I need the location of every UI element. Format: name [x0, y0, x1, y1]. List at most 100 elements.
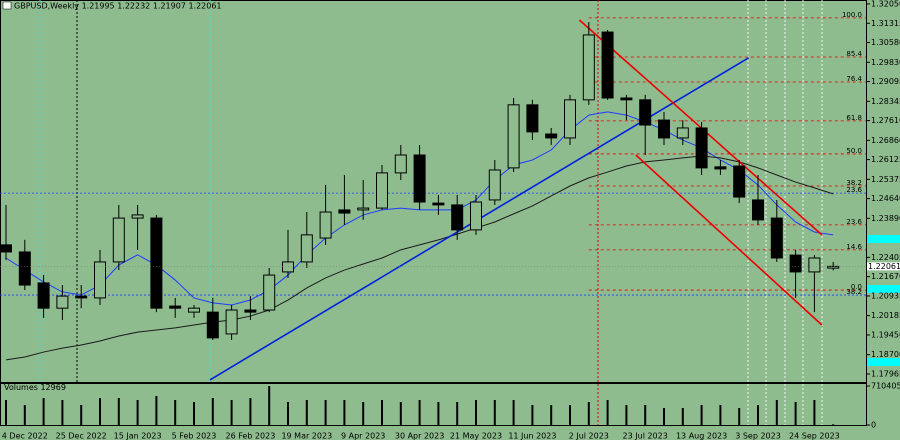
candle-body: [188, 307, 200, 313]
y-tick-label: 1.24640: [871, 194, 900, 203]
candle-body: [206, 311, 219, 339]
x-tick-label: 2 Jul 2023: [569, 432, 609, 440]
candle-body: [169, 305, 182, 309]
candle-body: [300, 234, 313, 263]
y-tick-label: 1.31315: [871, 19, 900, 28]
candle-body: [733, 165, 746, 198]
y-tick-label: 1.29830: [871, 58, 900, 67]
x-tick-label: 4 Dec 2022: [2, 432, 48, 440]
candle-body: [770, 217, 783, 259]
candle-body: [582, 34, 595, 101]
candle-body: [676, 127, 689, 139]
candle-body: [263, 274, 276, 311]
candle-body: [244, 309, 257, 313]
x-tick-label: 24 Sep 2023: [789, 432, 840, 440]
x-tick-label: 30 Apr 2023: [395, 432, 444, 440]
x-tick-label: 5 Feb 2023: [172, 432, 217, 440]
candle-body: [752, 199, 764, 221]
trendline: [578, 19, 823, 236]
y-tick-label: 1.22405: [871, 253, 900, 262]
fib-label: 38.2: [846, 179, 862, 187]
fib-label: 23.6: [846, 186, 862, 194]
moving-average: [5, 155, 834, 361]
candle-body: [695, 127, 708, 169]
y-tick-label: 1.30580: [871, 38, 900, 47]
x-tick-label: 26 Feb 2023: [226, 432, 276, 440]
candle-body: [451, 204, 464, 231]
axis-highlight: [867, 358, 900, 366]
candle-body: [488, 169, 501, 201]
candle-body: [789, 254, 802, 273]
fib-label: 23.6: [846, 218, 862, 226]
candle-body: [413, 154, 426, 203]
fib-label: 85.4: [846, 50, 862, 58]
candle-body: [526, 104, 539, 133]
candle-body: [658, 119, 670, 139]
candle-body: [18, 251, 31, 286]
y-tick-label: 1.27610: [871, 116, 900, 125]
y-tick-label: 1.20935: [871, 291, 900, 300]
axis-highlight: [867, 285, 900, 293]
axis-highlight: [867, 235, 900, 243]
y-tick-label: 1.20185: [871, 311, 900, 320]
volume-panel-frame: [0, 383, 867, 426]
candle-body: [376, 172, 388, 209]
x-tick-label: 13 Aug 2023: [676, 432, 727, 440]
fib-label: 76.4: [846, 75, 862, 83]
last-price-label: 1.22061: [868, 262, 900, 271]
candle-body: [507, 104, 520, 169]
candle-body: [225, 309, 238, 335]
candle-body: [319, 211, 332, 239]
y-tick-label: 1.21670: [871, 272, 900, 281]
fib-label: 61.8: [846, 114, 862, 122]
y-tick-label: 1.26125: [871, 155, 900, 164]
candle-body: [131, 214, 144, 219]
candle-body: [0, 244, 12, 253]
candle-body: [357, 207, 370, 211]
candle-body: [282, 261, 294, 273]
chart-title: GBPUSD,Weekly 1.21995 1.22232 1.21907 1.…: [14, 2, 222, 11]
x-tick-label: 3 Sep 2023: [735, 432, 781, 440]
y-tick-label: 1.18700: [871, 350, 900, 359]
candle-body: [639, 99, 652, 126]
fib-label: 14.6: [846, 243, 862, 251]
y-tick-label: 1.32050: [871, 0, 900, 8]
trendline: [635, 154, 823, 326]
fib-label: 100.0: [842, 11, 862, 19]
y-tick-label: 1.25375: [871, 175, 900, 184]
candle-body: [470, 201, 482, 231]
last-price-box: [867, 262, 900, 271]
candle-body: [432, 202, 445, 206]
candle-body: [75, 295, 88, 299]
x-tick-label: 11 Jun 2023: [508, 432, 556, 440]
fib-label: 0.0: [851, 283, 862, 291]
y-tick-label: 1.26860: [871, 136, 900, 145]
symbol-icon: [2, 1, 12, 10]
y-tick-label: 1.19450: [871, 330, 900, 339]
candle-body: [112, 217, 125, 263]
y-tick-label: 1.23890: [871, 214, 900, 223]
x-tick-label: 21 May 2023: [450, 432, 502, 440]
candle-body: [37, 282, 50, 309]
candle-body: [620, 97, 633, 101]
candle-body: [601, 31, 614, 99]
fib-label: 50.0: [846, 147, 862, 155]
candle-body: [150, 217, 163, 309]
candle-body: [808, 257, 821, 273]
y-tick-label: 0: [871, 421, 876, 430]
y-tick-label: 710405: [871, 382, 900, 391]
volume-title: Volumes 12969: [4, 383, 66, 392]
x-tick-label: 15 Jan 2023: [114, 432, 162, 440]
volume-title-text: Volumes: [4, 383, 38, 392]
price-panel-frame: [0, 0, 867, 383]
x-tick-label: 25 Dec 2022: [56, 432, 107, 440]
candle-body: [56, 295, 69, 309]
x-tick-label: 19 Mar 2023: [281, 432, 332, 440]
x-tick-label: 9 Apr 2023: [341, 432, 385, 440]
y-tick-label: 1.28345: [871, 97, 900, 106]
y-tick-label: 1.17965: [871, 369, 900, 378]
y-tick-label: 1.29095: [871, 77, 900, 86]
candle-body: [338, 209, 351, 214]
